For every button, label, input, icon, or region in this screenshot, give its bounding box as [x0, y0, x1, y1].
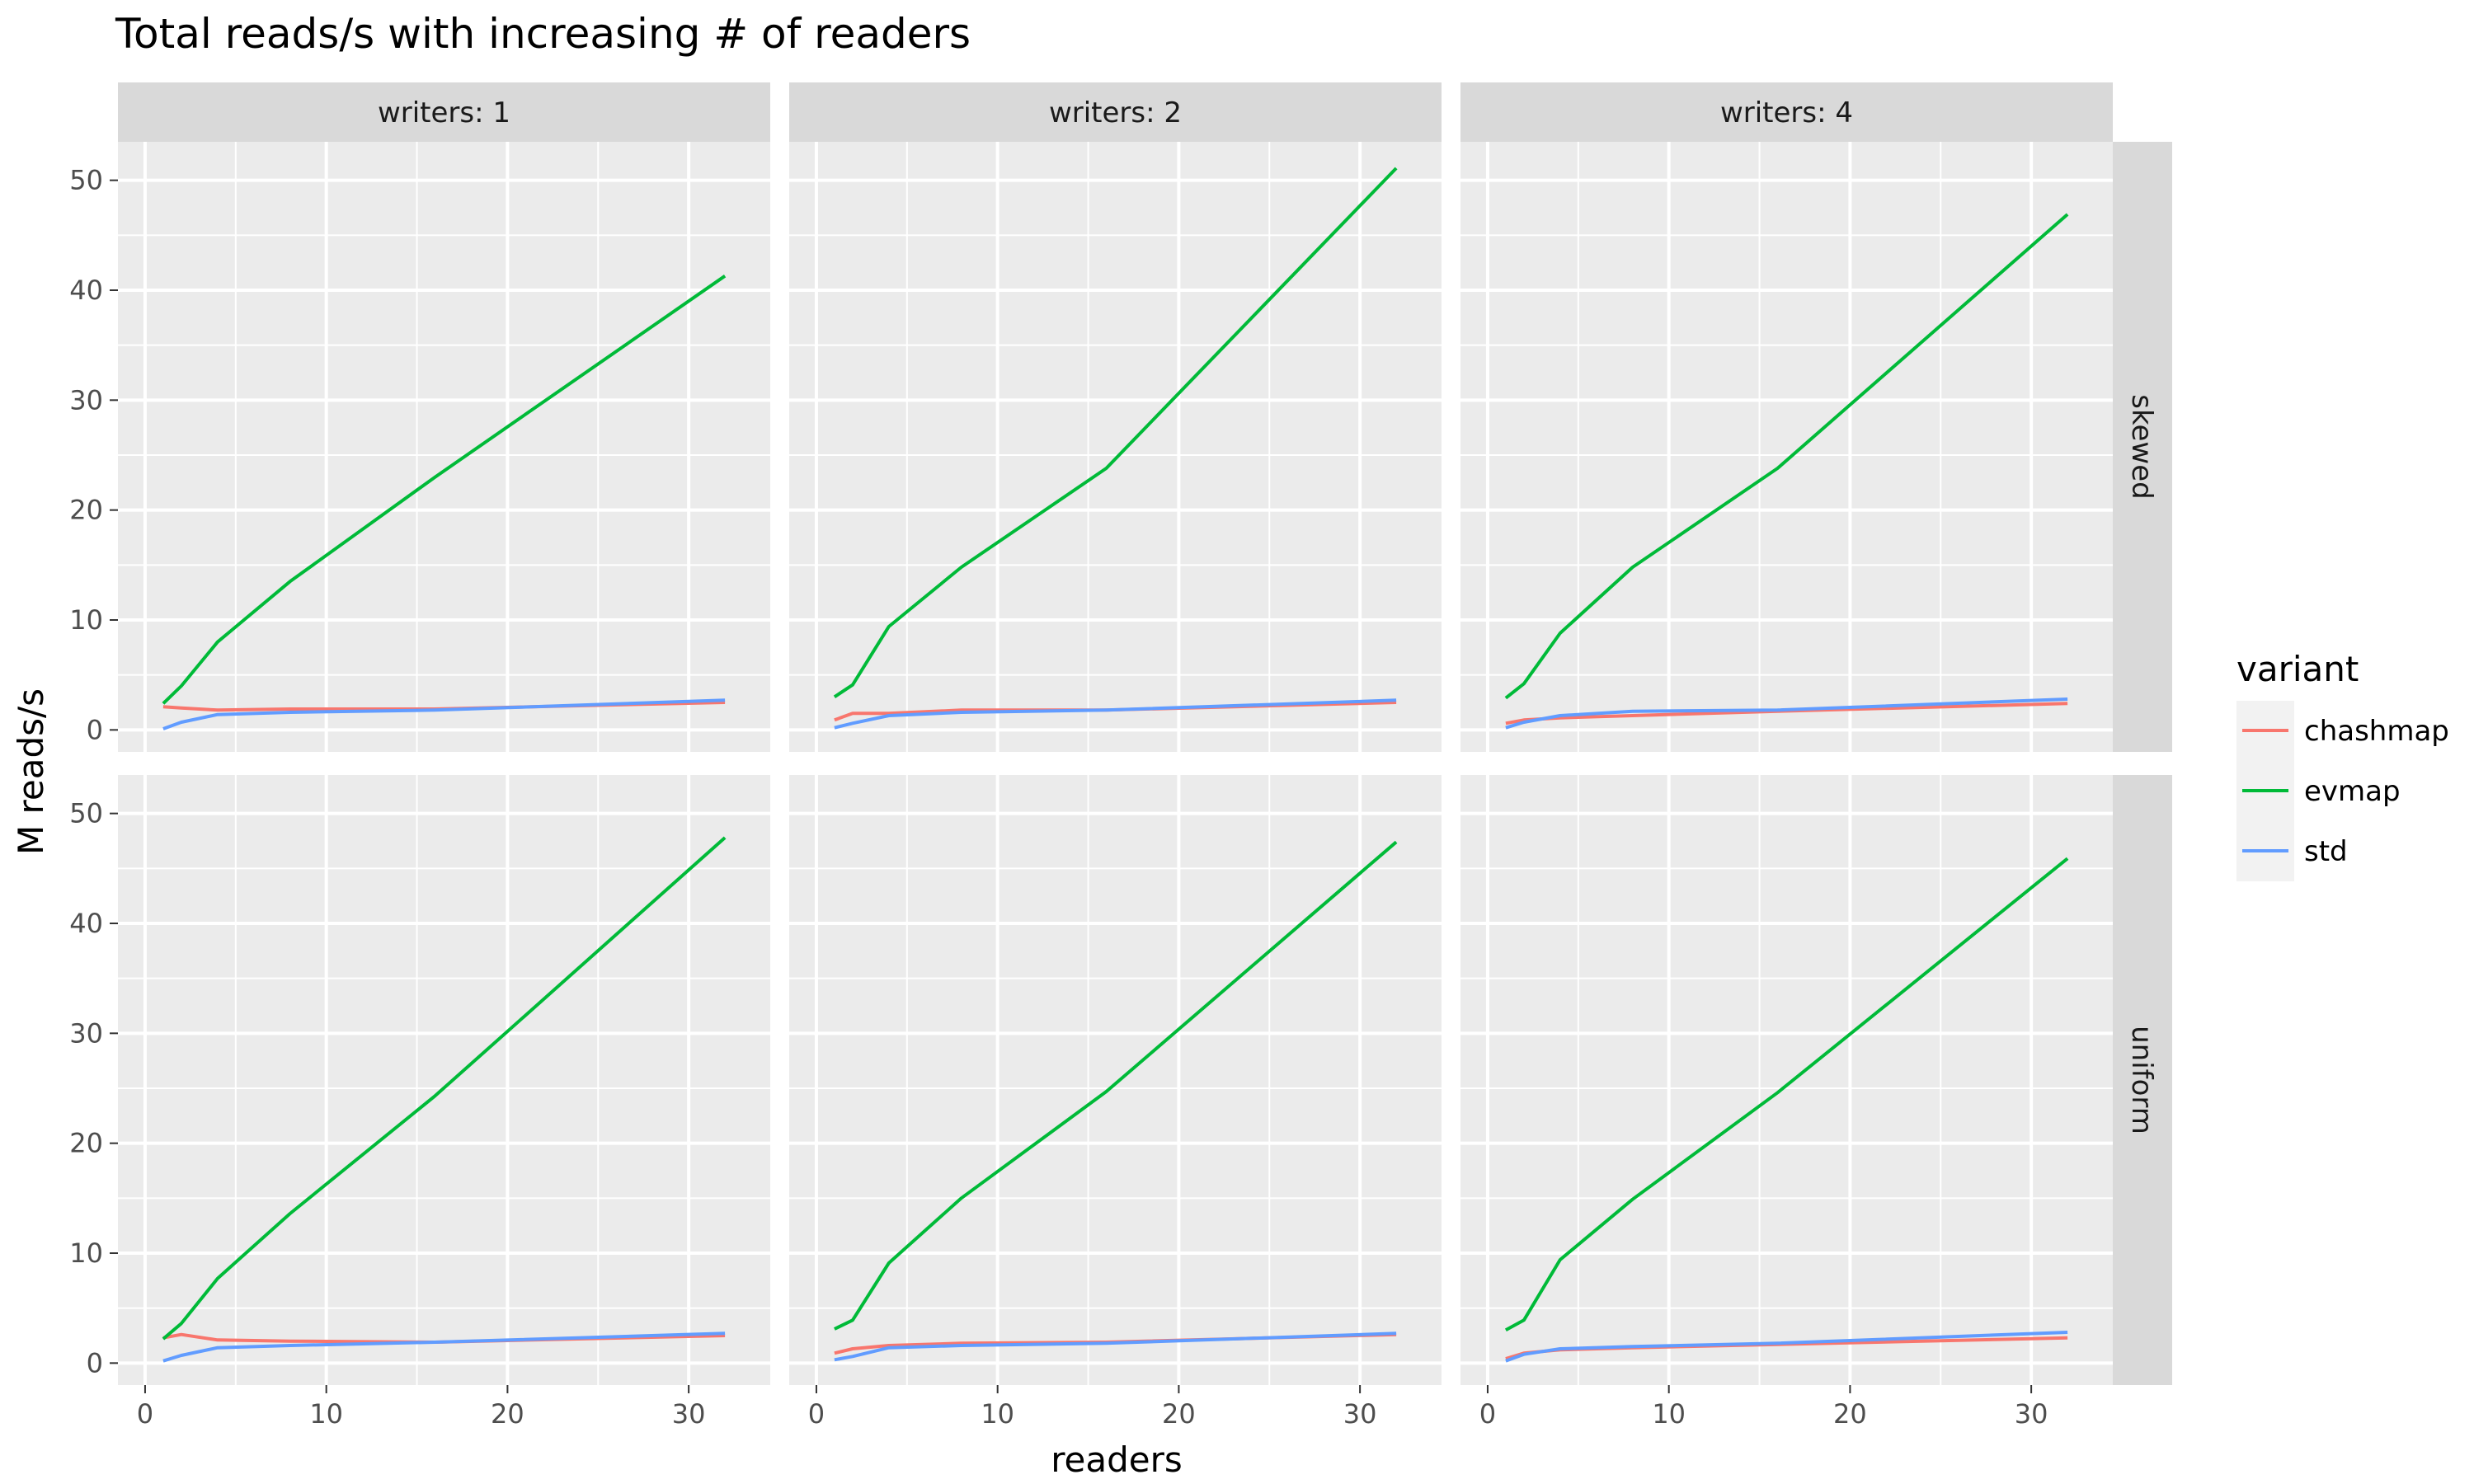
x-tick-label: 30: [2015, 1398, 2048, 1430]
legend: variant chashmap evmap std: [2236, 649, 2449, 881]
facet-strip-row: [2113, 142, 2172, 752]
x-axis-title: readers: [1051, 1439, 1183, 1480]
series-line-std: [1505, 1331, 2068, 1363]
facet-column-label: writers: 2: [1049, 96, 1182, 129]
x-tick-label: 30: [672, 1398, 706, 1430]
legend-items: chashmap evmap std: [2236, 701, 2449, 881]
y-tick-label: 50: [69, 798, 103, 829]
facet-column-label: writers: 1: [378, 96, 510, 129]
facet-row-label: uniform: [2125, 1026, 2158, 1134]
y-tick-label: 40: [69, 275, 103, 306]
panel-background: [1460, 775, 2113, 1385]
x-tick-label: 0: [808, 1398, 825, 1430]
series-line-evmap: [162, 836, 727, 1341]
x-tick-label: 30: [1343, 1398, 1377, 1430]
facet-panel: [118, 142, 770, 752]
x-tick-label: 20: [491, 1398, 524, 1430]
y-axis-title: M reads/s: [11, 688, 51, 855]
series-line-std: [1505, 697, 2068, 730]
series-line-std: [162, 1331, 726, 1363]
facet-strip-row: [2113, 775, 2172, 1385]
facet-panel: [1460, 775, 2113, 1385]
panel-background: [118, 775, 770, 1385]
y-tick-label: 40: [69, 908, 103, 939]
y-tick-label: 10: [69, 1237, 103, 1269]
facet-strip-column: [789, 82, 1442, 142]
y-tick-label: 30: [69, 384, 103, 416]
legend-label: std: [2304, 835, 2348, 868]
x-tick-label: 10: [309, 1398, 343, 1430]
series-line-std: [834, 1331, 1397, 1362]
facet-panel: [789, 775, 1442, 1385]
x-tick-label: 10: [981, 1398, 1014, 1430]
series-line-chashmap: [1505, 702, 2068, 726]
facet-strip-column: [1460, 82, 2113, 142]
legend-label: chashmap: [2304, 715, 2449, 748]
series-line-evmap: [833, 167, 1398, 698]
y-tick-label: 10: [69, 604, 103, 636]
facet-panel: [1460, 142, 2113, 752]
panel-background: [789, 775, 1442, 1385]
x-tick-label: 20: [1162, 1398, 1196, 1430]
x-tick-label: 0: [137, 1398, 153, 1430]
y-tick-label: 30: [69, 1017, 103, 1049]
series-line-evmap: [162, 275, 727, 705]
facet-row-label: skewed: [2125, 394, 2158, 499]
panel-background: [1460, 142, 2113, 752]
x-tick-label: 0: [1479, 1398, 1496, 1430]
legend-label: evmap: [2304, 775, 2401, 808]
y-tick-label: 20: [69, 1128, 103, 1159]
series-line-evmap: [1504, 857, 2069, 1332]
series-line-std: [162, 698, 726, 730]
facet-grid: writers: 1 writers: 2 writers: 4 skewed unif…: [69, 82, 2172, 1430]
x-tick-label: 10: [1652, 1398, 1686, 1430]
chart-title: Total reads/s with increasing # of reade…: [115, 10, 971, 58]
x-tick-label: 20: [1833, 1398, 1867, 1430]
facet-panel: [118, 775, 770, 1385]
y-tick-label: 0: [87, 1347, 103, 1378]
panel-background: [118, 142, 770, 752]
y-tick-label: 0: [87, 714, 103, 745]
series-line-evmap: [834, 840, 1398, 1331]
panel-background: [789, 142, 1442, 752]
y-tick-label: 20: [69, 495, 103, 526]
series-line-evmap: [1504, 213, 2069, 700]
series-line-std: [834, 698, 1397, 730]
facet-column-label: writers: 4: [1720, 96, 1853, 129]
facet-panel: [789, 142, 1442, 752]
facet-strip-column: [118, 82, 770, 142]
legend-title: variant: [2236, 649, 2359, 689]
y-tick-label: 50: [69, 165, 103, 196]
